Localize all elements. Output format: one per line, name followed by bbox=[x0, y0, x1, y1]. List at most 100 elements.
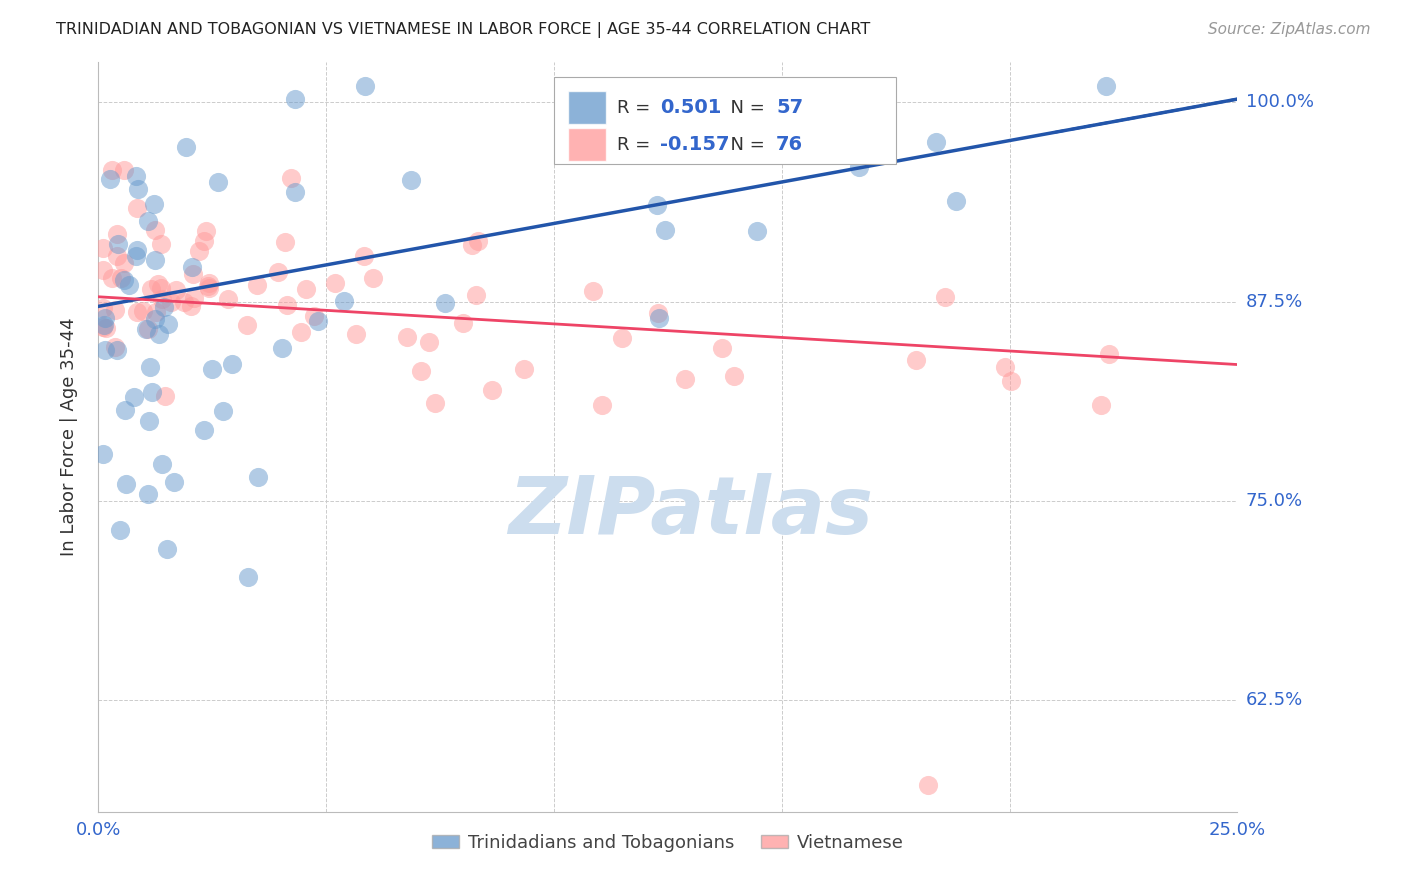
Bar bbox=[568, 91, 606, 124]
Point bbox=[93, 263, 115, 277]
Point bbox=[1095, 79, 1118, 94]
Point bbox=[96, 321, 118, 335]
Point bbox=[591, 397, 613, 411]
Point bbox=[143, 253, 166, 268]
Point bbox=[280, 171, 302, 186]
Point bbox=[246, 470, 269, 484]
Point bbox=[246, 278, 269, 293]
Text: 62.5%: 62.5% bbox=[1246, 691, 1303, 709]
Point bbox=[91, 241, 114, 255]
Point bbox=[647, 306, 669, 320]
Text: 0.501: 0.501 bbox=[659, 98, 721, 117]
Point bbox=[150, 292, 173, 306]
Point bbox=[94, 343, 117, 358]
Point bbox=[112, 163, 135, 178]
Point bbox=[1090, 398, 1112, 412]
Point bbox=[423, 396, 446, 410]
Point bbox=[401, 172, 423, 186]
Point bbox=[91, 301, 114, 315]
Point bbox=[612, 331, 634, 345]
Point bbox=[143, 223, 166, 237]
Point bbox=[127, 304, 149, 318]
Text: Source: ZipAtlas.com: Source: ZipAtlas.com bbox=[1208, 22, 1371, 37]
Point bbox=[145, 311, 167, 326]
Point bbox=[141, 384, 163, 399]
Point bbox=[236, 570, 259, 584]
Point bbox=[236, 318, 259, 332]
Point bbox=[173, 295, 195, 310]
Point bbox=[183, 291, 205, 305]
Point bbox=[104, 340, 127, 354]
Point bbox=[150, 458, 173, 472]
Point bbox=[467, 234, 489, 248]
Bar bbox=[568, 128, 606, 161]
Point bbox=[217, 292, 239, 306]
Point bbox=[125, 243, 148, 257]
Point bbox=[98, 172, 121, 186]
Point bbox=[125, 201, 148, 215]
Point bbox=[159, 294, 181, 309]
Point bbox=[1000, 374, 1022, 388]
Text: 75.0%: 75.0% bbox=[1246, 491, 1303, 510]
Point bbox=[302, 310, 325, 324]
Point bbox=[100, 162, 122, 177]
Point bbox=[271, 341, 294, 355]
Text: ZIPatlas: ZIPatlas bbox=[508, 473, 873, 551]
Point bbox=[460, 238, 482, 252]
Point bbox=[112, 273, 135, 287]
Point bbox=[1098, 347, 1121, 361]
Point bbox=[110, 271, 132, 285]
Point bbox=[353, 79, 375, 94]
Point bbox=[180, 299, 202, 313]
Text: 76: 76 bbox=[776, 135, 803, 154]
Point bbox=[198, 281, 221, 295]
Point bbox=[91, 320, 114, 334]
Point bbox=[307, 313, 329, 327]
Point bbox=[104, 303, 127, 318]
Point bbox=[396, 330, 419, 344]
Point bbox=[353, 249, 375, 263]
Point bbox=[122, 390, 145, 404]
Point bbox=[101, 270, 124, 285]
Point bbox=[925, 135, 948, 149]
Point bbox=[582, 285, 605, 299]
Point bbox=[146, 277, 169, 292]
Point bbox=[211, 404, 233, 418]
Point bbox=[464, 287, 486, 301]
Point bbox=[125, 169, 148, 184]
Point bbox=[91, 447, 114, 461]
Point bbox=[723, 368, 745, 383]
Point bbox=[174, 140, 197, 154]
Point bbox=[114, 402, 136, 417]
Point bbox=[132, 304, 155, 318]
Point bbox=[207, 175, 229, 189]
Point bbox=[105, 249, 128, 263]
Point bbox=[197, 279, 219, 293]
Point bbox=[149, 281, 172, 295]
Point bbox=[344, 326, 367, 341]
Point bbox=[323, 277, 346, 291]
Point bbox=[149, 237, 172, 252]
Point bbox=[848, 160, 870, 174]
Point bbox=[157, 318, 180, 332]
Text: TRINIDADIAN AND TOBAGONIAN VS VIETNAMESE IN LABOR FORCE | AGE 35-44 CORRELATION : TRINIDADIAN AND TOBAGONIAN VS VIETNAMESE… bbox=[56, 22, 870, 38]
Text: N =: N = bbox=[718, 99, 770, 117]
Point bbox=[284, 185, 307, 199]
Point bbox=[145, 304, 167, 318]
Point bbox=[118, 278, 141, 293]
Point bbox=[139, 282, 162, 296]
Point bbox=[290, 325, 312, 339]
Point bbox=[267, 265, 290, 279]
Point bbox=[115, 476, 138, 491]
Point bbox=[193, 234, 215, 248]
Point bbox=[512, 362, 534, 376]
Point bbox=[917, 778, 939, 792]
Point bbox=[136, 214, 159, 228]
Point bbox=[139, 359, 162, 374]
Point bbox=[409, 364, 432, 378]
Point bbox=[295, 282, 318, 296]
Point bbox=[156, 541, 179, 556]
Point bbox=[187, 244, 209, 258]
Point bbox=[105, 343, 128, 357]
Point bbox=[673, 372, 696, 386]
